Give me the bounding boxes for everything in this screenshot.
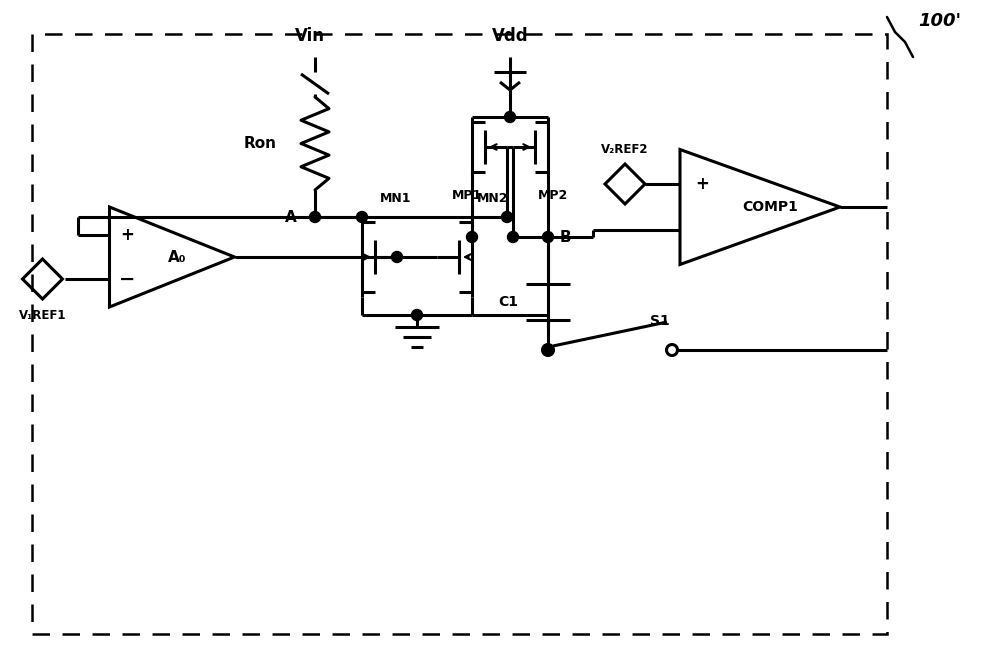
Text: S1: S1 bbox=[650, 314, 670, 328]
Text: Vin: Vin bbox=[295, 27, 325, 45]
Circle shape bbox=[310, 211, 321, 222]
Text: MP1: MP1 bbox=[452, 189, 482, 202]
Text: B: B bbox=[560, 230, 572, 244]
Text: Vdd: Vdd bbox=[492, 27, 528, 45]
Text: V₂REF2: V₂REF2 bbox=[601, 143, 649, 156]
Circle shape bbox=[357, 211, 368, 222]
Circle shape bbox=[505, 111, 516, 122]
Text: A₀: A₀ bbox=[168, 250, 186, 265]
Circle shape bbox=[508, 232, 519, 242]
Circle shape bbox=[466, 232, 478, 242]
Circle shape bbox=[543, 344, 554, 355]
Circle shape bbox=[502, 211, 512, 222]
Text: 100': 100' bbox=[918, 12, 961, 30]
Text: COMP1: COMP1 bbox=[742, 200, 798, 214]
Circle shape bbox=[392, 252, 403, 263]
Circle shape bbox=[666, 344, 678, 355]
Bar bbox=[32, 34, 887, 634]
Circle shape bbox=[412, 310, 423, 320]
Text: MN1: MN1 bbox=[380, 192, 412, 205]
Text: C1: C1 bbox=[498, 295, 518, 309]
Text: +: + bbox=[695, 175, 709, 193]
Text: MN2: MN2 bbox=[477, 192, 509, 205]
Text: Ron: Ron bbox=[244, 136, 277, 151]
Circle shape bbox=[543, 344, 554, 355]
Text: MP2: MP2 bbox=[538, 189, 568, 202]
Text: +: + bbox=[121, 226, 134, 244]
Text: −: − bbox=[119, 269, 136, 289]
Circle shape bbox=[543, 344, 554, 355]
Text: A: A bbox=[285, 209, 297, 224]
Circle shape bbox=[543, 232, 554, 242]
Text: V₁REF1: V₁REF1 bbox=[19, 309, 66, 322]
